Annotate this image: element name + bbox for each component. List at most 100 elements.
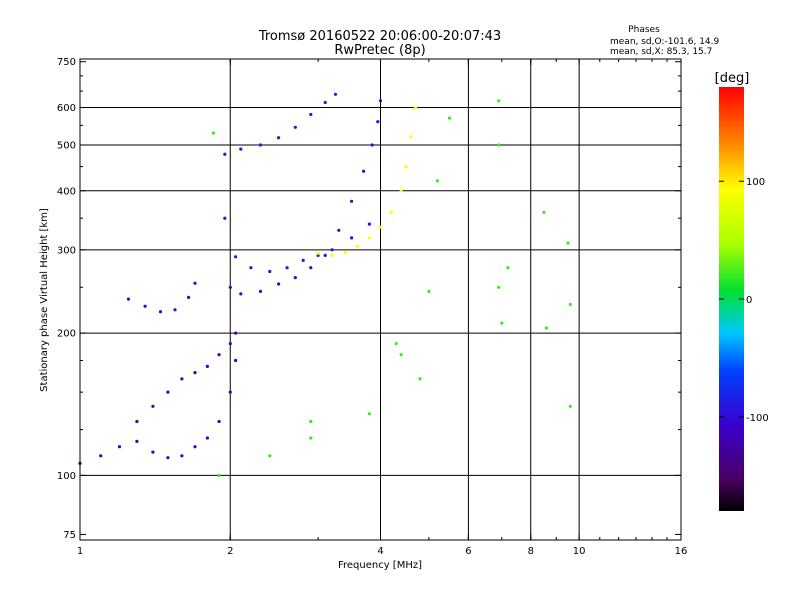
- echo-point: [376, 120, 380, 124]
- echo-point: [193, 371, 197, 375]
- y-tick-label: 300: [57, 245, 76, 256]
- echo-point: [193, 281, 197, 285]
- chart-title: Tromsø 20160522 20:06:00-20:07:43: [258, 29, 501, 44]
- x-axis-label: Frequency [MHz]: [338, 560, 422, 571]
- echo-point: [205, 436, 209, 440]
- phases-line-x: mean, sd,X: 85.3, 15.7: [610, 47, 712, 57]
- echo-point: [367, 222, 371, 226]
- echo-point: [151, 404, 155, 408]
- x-tick-label: 10: [573, 546, 586, 557]
- echo-point: [378, 225, 383, 229]
- echo-point: [427, 289, 431, 293]
- y-tick-label: 500: [57, 140, 76, 151]
- colorbar-unit: [deg]: [715, 71, 750, 86]
- echo-point: [228, 285, 232, 289]
- echo-point: [166, 390, 170, 394]
- echo-point: [293, 125, 297, 129]
- echo-point: [99, 454, 103, 458]
- echo-point: [418, 377, 422, 381]
- echo-point: [409, 135, 413, 139]
- echo-point: [211, 131, 215, 135]
- echo-point: [497, 99, 501, 103]
- echo-point: [337, 228, 341, 232]
- echo-point: [228, 390, 232, 394]
- echo-point: [350, 236, 354, 240]
- echo-point: [544, 326, 549, 330]
- echo-point: [343, 251, 347, 255]
- echo-point: [217, 353, 221, 357]
- echo-point: [413, 105, 418, 110]
- echo-point: [568, 404, 572, 408]
- echo-point: [399, 189, 403, 193]
- echo-point: [404, 165, 408, 169]
- echo-point: [497, 285, 501, 289]
- echo-point: [223, 216, 227, 220]
- echo-point: [293, 276, 297, 280]
- echo-point: [542, 210, 546, 214]
- echo-point: [435, 179, 439, 183]
- echo-point: [309, 436, 313, 440]
- colorbar-ticks: 100 0 -100: [719, 177, 769, 424]
- echo-point: [500, 321, 504, 325]
- echo-point: [268, 269, 272, 274]
- echo-point: [389, 210, 393, 214]
- echo-point: [193, 445, 197, 449]
- grid-layer: [80, 59, 681, 540]
- echo-point: [205, 364, 209, 368]
- y-tick-label: 400: [57, 186, 76, 197]
- echo-point: [234, 331, 238, 335]
- echo-point: [180, 454, 184, 458]
- echo-point: [566, 241, 570, 245]
- y-tick-label: 600: [57, 103, 76, 114]
- echo-point: [217, 473, 221, 477]
- echo-point: [135, 439, 139, 443]
- echo-point: [277, 136, 281, 140]
- echo-point: [323, 253, 327, 257]
- y-tick-label: 750: [57, 57, 76, 68]
- echo-point: [370, 143, 374, 147]
- colorbar-tick-label: 100: [746, 177, 765, 188]
- echo-point: [330, 248, 334, 252]
- echo-point: [173, 308, 177, 312]
- echo-point: [135, 419, 139, 424]
- echo-point: [258, 143, 263, 147]
- echo-point: [217, 419, 221, 424]
- x-tick-label: 4: [377, 546, 383, 557]
- echo-point: [234, 358, 238, 363]
- echo-point: [309, 266, 313, 270]
- echo-point: [126, 297, 130, 301]
- echo-point: [285, 266, 289, 270]
- echo-point: [187, 295, 191, 299]
- x-tick-label: 1: [77, 546, 83, 557]
- echo-point: [277, 282, 281, 286]
- x-tick-label: 2: [227, 546, 233, 557]
- echo-point: [316, 251, 320, 255]
- y-tick-label: 75: [63, 530, 76, 541]
- echo-point: [234, 255, 238, 259]
- phases-heading: Phases: [628, 25, 660, 35]
- echo-point: [239, 147, 243, 151]
- x-axis-ticks: 1 2 4 6 8 10 16: [77, 59, 687, 557]
- echo-point: [323, 100, 327, 105]
- echo-point: [362, 169, 366, 173]
- echo-point: [333, 92, 338, 96]
- echo-point: [151, 450, 155, 454]
- echo-point: [249, 266, 253, 270]
- colorbar-tick-label: 0: [746, 295, 752, 306]
- y-axis-label: Stationary phase Virtual Height [km]: [39, 208, 50, 392]
- y-tick-label: 100: [57, 471, 76, 482]
- echo-point: [117, 445, 122, 449]
- echo-point: [180, 377, 184, 381]
- echo-point: [367, 412, 371, 416]
- echo-point: [394, 342, 398, 346]
- x-tick-label: 8: [528, 546, 534, 557]
- echo-point: [497, 143, 501, 147]
- echo-point: [309, 112, 313, 117]
- echo-point: [143, 304, 147, 308]
- echo-point: [301, 258, 305, 262]
- x-tick-label: 6: [465, 546, 471, 557]
- y-tick-label: 200: [57, 329, 76, 340]
- echo-point: [506, 266, 510, 270]
- echo-point: [158, 310, 163, 314]
